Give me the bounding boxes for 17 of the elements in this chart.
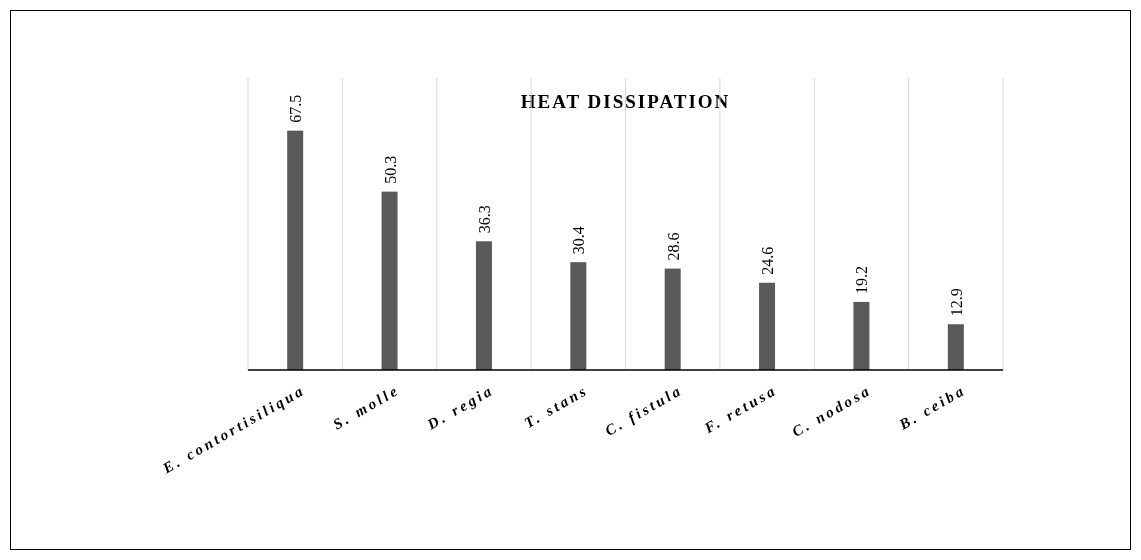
bar [381,191,398,370]
chart-title: HEAT DISSIPATION [520,91,731,112]
data-label: 28.6 [664,232,682,261]
bar [853,301,870,370]
bar [475,241,492,370]
bar [759,282,776,370]
bar [570,262,587,370]
bar [664,268,681,370]
bar [287,130,304,370]
bar [947,324,964,370]
data-label: 50.3 [381,155,399,184]
data-label: 19.2 [853,265,871,294]
data-label: 67.5 [287,94,305,123]
data-label: 12.9 [947,288,965,317]
data-label: 36.3 [475,205,493,234]
data-label: 30.4 [570,226,588,255]
data-label: 24.6 [759,246,777,275]
